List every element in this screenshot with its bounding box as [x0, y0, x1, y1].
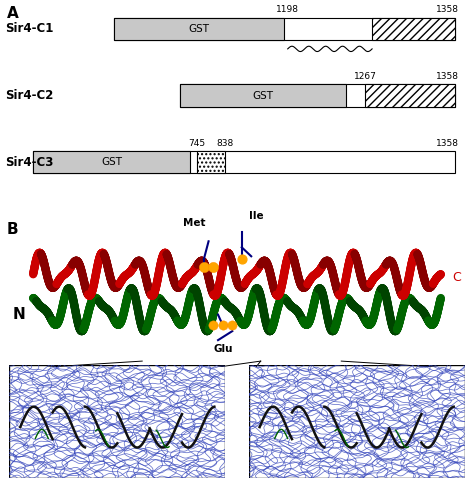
Point — [238, 256, 246, 263]
Text: 838: 838 — [217, 139, 234, 148]
Bar — [372, 18, 455, 40]
Text: 1358: 1358 — [437, 72, 459, 81]
Point — [228, 321, 236, 329]
Bar — [33, 151, 190, 173]
Bar — [33, 151, 455, 173]
Text: N: N — [13, 307, 25, 322]
Text: Sir4-C2: Sir4-C2 — [5, 89, 53, 102]
Bar — [114, 18, 284, 40]
Text: 1198: 1198 — [276, 5, 299, 14]
Text: GST: GST — [189, 24, 210, 34]
Point — [200, 263, 208, 270]
Point — [210, 263, 217, 270]
Text: 1358: 1358 — [437, 139, 459, 148]
Point — [210, 321, 217, 329]
Bar — [365, 85, 455, 107]
Text: GST: GST — [253, 90, 273, 100]
Text: B: B — [7, 222, 19, 237]
Text: 745: 745 — [188, 139, 205, 148]
Text: Ile: Ile — [249, 211, 263, 221]
Text: 1267: 1267 — [354, 72, 376, 81]
Text: Sir4-C3: Sir4-C3 — [5, 156, 53, 169]
Point — [219, 321, 227, 329]
Bar — [197, 151, 225, 173]
Text: GST: GST — [101, 157, 122, 167]
Text: Sir4-C1: Sir4-C1 — [5, 22, 53, 35]
Bar — [114, 18, 455, 40]
Bar — [180, 85, 346, 107]
Text: 1358: 1358 — [437, 5, 459, 14]
Text: A: A — [7, 5, 19, 21]
Text: Met: Met — [183, 218, 206, 228]
Text: C: C — [453, 271, 461, 284]
Bar — [180, 85, 455, 107]
Text: Glu: Glu — [213, 344, 233, 354]
